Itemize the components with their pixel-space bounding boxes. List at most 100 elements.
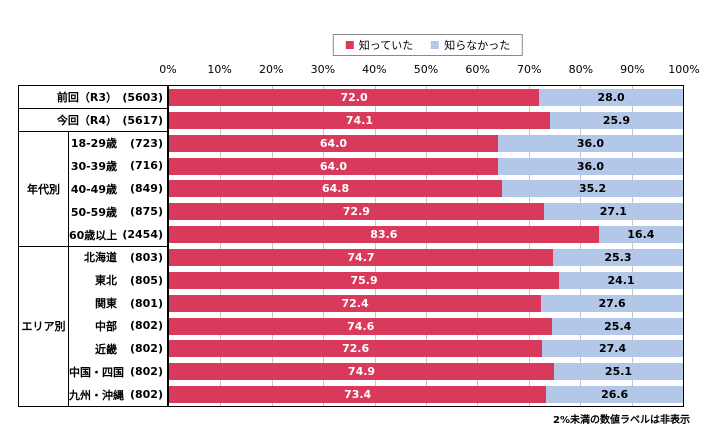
category-count: (723) (129, 136, 163, 150)
category-count: (803) (129, 250, 163, 264)
stacked-bar: 72.4 27.6 (169, 294, 683, 312)
axis-tick-labels: 0% 10% 20% 30% 40% 50% 60% 70% 80% 90% 100% (159, 63, 699, 79)
bar-row: 74.6 25.4 (169, 315, 683, 338)
legend: 知っていた 知らなかった (332, 34, 524, 56)
bar-segment-unknown: 28.0 (539, 89, 683, 106)
bar-row: 75.9 24.1 (169, 269, 683, 292)
category-count: (2454) (122, 228, 163, 242)
bar-segment-knew: 74.7 (169, 249, 553, 266)
legend-swatch-icon (345, 41, 354, 49)
bar-segment-knew: 72.4 (169, 294, 542, 312)
bar-segment-unknown: 36.0 (497, 134, 683, 152)
legend-swatch-icon (431, 41, 440, 49)
category-name: 北海道 (84, 251, 117, 265)
category-count: (802) (129, 342, 163, 356)
gridline (477, 86, 479, 406)
legend-label: 知っていた (358, 39, 414, 52)
category-label: 今回（R4） (5617) (19, 109, 167, 132)
bar-segment-unknown: 27.4 (542, 340, 683, 358)
footnote: 2%未満の数値ラベルは非表示 (553, 415, 690, 426)
axis-tick-label: 100% (668, 63, 700, 76)
bar-row: 64.8 35.2 (169, 177, 683, 200)
table-divider-line (19, 108, 167, 110)
category-count: (875) (129, 205, 163, 219)
stacked-bar: 74.6 25.4 (169, 317, 683, 335)
category-name: 東北 (95, 274, 117, 288)
category-count: (802) (129, 388, 163, 402)
category-label: 中国・四国 (802) (69, 360, 167, 383)
category-name: 50-59歳 (70, 205, 117, 219)
group-label: 年代別 (27, 182, 60, 196)
bar-segment-knew: 74.6 (169, 317, 553, 335)
category-label: 前回（R3） (5603) (19, 86, 167, 109)
category-count: (5617) (122, 113, 163, 127)
table-divider-line (68, 131, 69, 406)
bar-segment-knew: 74.9 (169, 363, 554, 381)
category-label: 50-59歳 (875) (69, 200, 167, 223)
axis-tick-label: 70% (516, 63, 542, 76)
gridline (220, 86, 222, 406)
stacked-bar: 74.1 25.9 (169, 111, 683, 129)
category-count: (802) (129, 365, 163, 379)
bar-row: 72.4 27.6 (169, 292, 683, 315)
axis-tick-label: 30% (310, 63, 336, 76)
bar-segment-knew: 73.4 (169, 386, 547, 404)
stacked-bar: 72.0 28.0 (169, 89, 683, 106)
plot-area: 72.0 28.0 74.1 25.9 64.0 36.0 64.0 36.0 64.8 35.2… (168, 85, 684, 407)
legend-item: 知っていた (345, 37, 414, 53)
stacked-bar: 64.8 35.2 (169, 180, 683, 198)
stacked-bar: 72.9 27.1 (169, 203, 683, 221)
bar-segment-unknown: 36.0 (497, 157, 683, 175)
bar-row: 74.7 25.3 (169, 246, 683, 269)
category-count: (849) (129, 182, 163, 196)
bar-row: 73.4 26.6 (169, 383, 683, 406)
bar-segment-knew: 64.8 (169, 180, 503, 198)
axis-tick-label: 80% (568, 63, 594, 76)
axis-tick-label: 20% (258, 63, 284, 76)
table-divider-line (19, 131, 167, 133)
category-label: 近畿 (802) (69, 337, 167, 360)
stacked-bar: 72.6 27.4 (169, 340, 683, 358)
gridline (374, 86, 376, 406)
bar-segment-unknown: 27.1 (543, 203, 683, 221)
bar-segment-unknown: 27.6 (541, 294, 683, 312)
stacked-bar: 75.9 24.1 (169, 271, 683, 289)
gridline (271, 86, 273, 406)
axis-tick-label: 0% (159, 63, 177, 76)
bar-segment-knew: 64.0 (169, 134, 498, 152)
category-label: 東北 (805) (69, 269, 167, 292)
category-count: (802) (129, 319, 163, 333)
stacked-bar: 64.0 36.0 (169, 157, 683, 175)
gridline (631, 86, 633, 406)
category-name: 40-49歳 (70, 182, 117, 196)
axis-tick-label: 50% (413, 63, 439, 76)
bar-segment-unknown: 25.4 (552, 317, 683, 335)
bar-segment-unknown: 16.4 (598, 226, 683, 244)
category-label: 30-39歳 (716) (69, 155, 167, 178)
bar-row: 72.9 27.1 (169, 200, 683, 223)
gridline (580, 86, 582, 406)
legend-label: 知らなかった (444, 39, 511, 52)
bar-segment-unknown: 25.3 (552, 249, 683, 266)
table-divider-line (19, 245, 167, 247)
bar-row: 72.0 28.0 (169, 86, 683, 109)
bar-segment-unknown: 35.2 (502, 180, 683, 198)
bar-row: 74.1 25.9 (169, 109, 683, 132)
bar-segment-knew: 74.1 (169, 111, 550, 129)
category-name: 九州・沖縄 (69, 388, 124, 402)
gridline (528, 86, 530, 406)
category-label: 九州・沖縄 (802) (69, 383, 167, 406)
category-count: (805) (129, 273, 163, 287)
category-name: 18-29歳 (70, 137, 117, 151)
category-count: (801) (129, 296, 163, 310)
group-label: エリア別 (21, 320, 66, 333)
bar-row: 72.6 27.4 (169, 337, 683, 360)
category-name: 60歳以上 (69, 228, 118, 242)
bar-segment-unknown: 24.1 (559, 271, 683, 289)
bar-segment-knew: 72.6 (169, 340, 543, 358)
axis-tick-label: 10% (207, 63, 232, 76)
category-label: 北海道 (803) (69, 246, 167, 269)
bar-row: 64.0 36.0 (169, 132, 683, 155)
category-label: 関東 (801) (69, 292, 167, 315)
